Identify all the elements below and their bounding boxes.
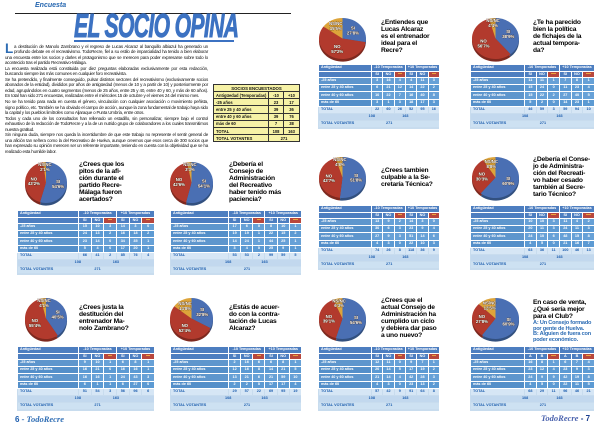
svg-text:40'5%: 40'5% [52, 314, 64, 319]
svg-text:43'2%: 43'2% [28, 181, 40, 186]
svg-text:4'1%: 4'1% [39, 303, 49, 308]
svg-text:15'5%: 15'5% [329, 26, 341, 31]
svg-text:NS/NC: NS/NC [183, 162, 196, 167]
svg-text:SI: SI [354, 172, 358, 177]
svg-text:4'4%: 4'4% [488, 23, 498, 28]
svg-text:NS/NC: NS/NC [178, 301, 191, 306]
svg-text:8'8%: 8'8% [486, 164, 496, 169]
svg-text:6'3%: 6'3% [334, 303, 344, 308]
svg-text:38'9%: 38'9% [502, 34, 514, 39]
svg-text:SI: SI [506, 316, 510, 321]
svg-text:NO: NO [478, 314, 485, 319]
svg-text:54'1%: 54'1% [197, 183, 209, 188]
svg-text:55'4%: 55'4% [29, 323, 41, 328]
svg-text:NO: NO [32, 318, 39, 323]
svg-text:NO: NO [333, 44, 340, 49]
svg-text:42'6%: 42'6% [172, 181, 184, 186]
svg-text:27'8%: 27'8% [475, 319, 487, 324]
svg-text:3'3%: 3'3% [185, 167, 195, 172]
svg-text:NS/NC: NS/NC [329, 21, 342, 26]
svg-text:43'7%: 43'7% [322, 178, 334, 183]
svg-text:SI: SI [200, 307, 204, 312]
svg-text:NO: NO [31, 176, 38, 181]
svg-text:51'8%: 51'8% [350, 177, 362, 182]
svg-text:NS/NC: NS/NC [482, 300, 495, 305]
svg-text:12'5%: 12'5% [483, 305, 495, 310]
svg-text:54'6%: 54'6% [349, 319, 361, 324]
svg-text:SI: SI [506, 176, 510, 181]
svg-text:NS/NC: NS/NC [484, 159, 497, 164]
svg-text:NO: NO [175, 176, 182, 181]
svg-text:NO: NO [325, 173, 332, 178]
svg-text:30'3%: 30'3% [475, 176, 487, 181]
svg-text:NS/NC: NS/NC [37, 298, 50, 303]
svg-text:60'9%: 60'9% [502, 321, 514, 326]
svg-text:NO: NO [325, 313, 332, 318]
svg-text:60'9%: 60'9% [502, 181, 514, 186]
svg-text:SI: SI [201, 178, 205, 183]
svg-text:NS/NC: NS/NC [486, 18, 499, 23]
svg-text:54'6%: 54'6% [52, 183, 64, 188]
svg-text:NS/NC: NS/NC [38, 162, 51, 167]
svg-text:NO: NO [478, 171, 485, 176]
svg-text:2'1%: 2'1% [40, 166, 50, 171]
svg-text:NS/NC: NS/NC [332, 298, 345, 303]
svg-text:27'8%: 27'8% [346, 30, 358, 35]
svg-text:56'7%: 56'7% [477, 44, 489, 49]
svg-text:SI: SI [353, 314, 357, 319]
svg-text:39'1%: 39'1% [322, 318, 334, 323]
svg-text:SI: SI [506, 29, 510, 34]
svg-text:14'8%: 14'8% [179, 306, 191, 311]
svg-text:SI: SI [56, 178, 60, 183]
svg-text:NS/NC: NS/NC [333, 157, 346, 162]
svg-text:SI: SI [56, 309, 60, 314]
svg-text:57'2%: 57'2% [331, 49, 343, 54]
svg-text:NO: NO [480, 39, 487, 44]
svg-text:32'8%: 32'8% [196, 311, 208, 316]
svg-text:NO: NO [181, 323, 188, 328]
svg-text:4'8%: 4'8% [335, 162, 345, 167]
svg-text:52'4%: 52'4% [178, 328, 190, 333]
svg-text:SI: SI [350, 26, 354, 31]
